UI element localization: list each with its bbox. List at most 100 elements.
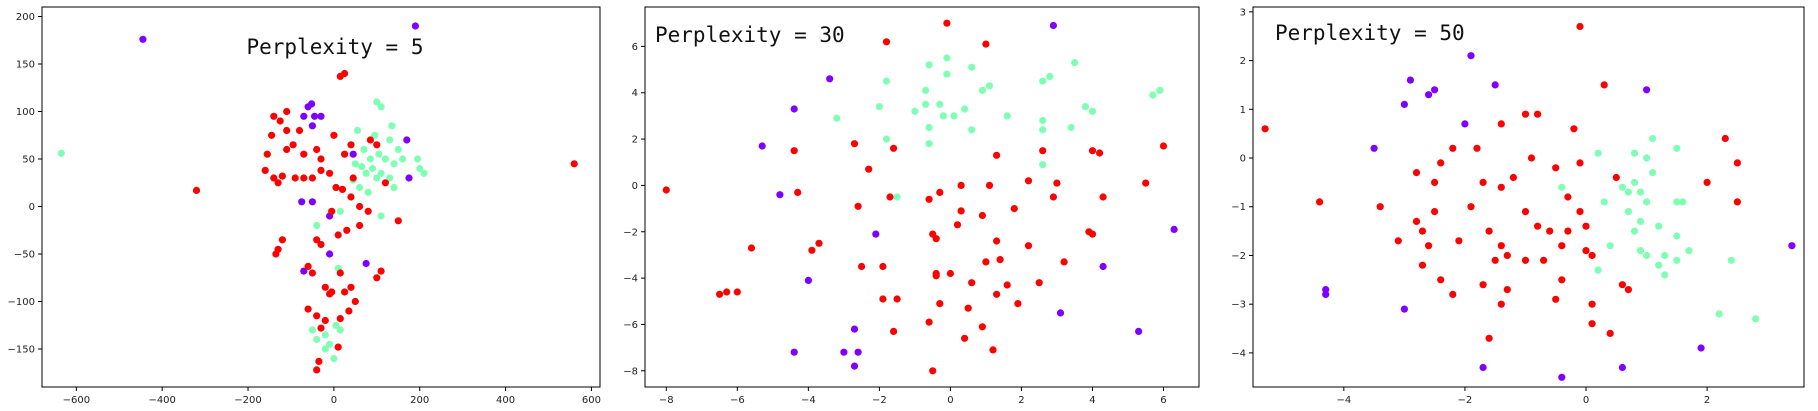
y-tick-label: −8 [623, 366, 638, 377]
scatter-point-green [1655, 261, 1663, 269]
scatter-point-red [733, 288, 741, 296]
scatter-point-red [270, 174, 278, 182]
scatter-point-red [1394, 237, 1402, 245]
scatter-point-red [263, 150, 271, 158]
scatter-point-purple [1643, 86, 1651, 94]
scatter-point-purple [1322, 290, 1330, 298]
scatter-point-green [968, 126, 976, 134]
scatter-point-green [353, 126, 362, 135]
scatter-point-red [1491, 256, 1499, 264]
scatter-point-purple [1467, 52, 1475, 60]
scatter-point-purple [1425, 91, 1433, 99]
scatter-point-red [1497, 242, 1505, 250]
scatter-point-red [882, 38, 891, 46]
scatter-point-red [1096, 149, 1104, 157]
scatter-point-red [1479, 281, 1487, 289]
scatter-point-red [989, 346, 997, 354]
x-tick-label: −2 [1458, 395, 1473, 406]
x-tick-label: 600 [582, 395, 601, 406]
scatter-point-red [1564, 227, 1572, 235]
scatter-point-green [1594, 149, 1602, 157]
scatter-point-red [993, 290, 1001, 298]
scatter-point-red [326, 169, 334, 177]
scatter-point-red [1316, 198, 1324, 206]
scatter-point-red [1497, 183, 1505, 191]
scatter-point-red [1485, 227, 1493, 235]
scatter-point-red [261, 166, 269, 174]
scatter-point-purple [1370, 144, 1378, 152]
scatter-point-green [1649, 134, 1657, 143]
scatter-point-green [978, 86, 987, 94]
y-tick-label: 200 [16, 12, 35, 23]
scatter-point-red [879, 262, 887, 271]
scatter-point-red [982, 258, 990, 266]
chart-title: Perplexity = 5 [246, 35, 423, 59]
scatter-point-red [1142, 179, 1150, 187]
scatter-point-red [893, 295, 901, 303]
scatter-point-red [858, 262, 866, 271]
scatter-point-red [304, 262, 312, 270]
scatter-point-red [328, 207, 336, 215]
scatter-point-purple [1056, 309, 1065, 317]
scatter-point-purple [1461, 120, 1469, 128]
scatter-point-green [332, 321, 340, 329]
scatter-point-purple [790, 348, 798, 356]
scatter-point-red [886, 193, 894, 201]
scatter-point-red [865, 165, 873, 173]
scatter-point-red [890, 144, 898, 152]
scatter-point-red [1437, 276, 1445, 284]
scatter-point-green [833, 114, 841, 122]
scatter-point-red [1582, 247, 1590, 255]
scatter-point-red [336, 269, 344, 277]
scatter-point-red [343, 226, 351, 234]
scatter-point-green [925, 123, 933, 132]
scatter-point-green [922, 86, 930, 94]
scatter-point-green [1673, 198, 1681, 206]
scatter-point-red [330, 131, 338, 139]
scatter-point-green [1039, 77, 1047, 85]
x-tick-label: 4 [1089, 395, 1095, 406]
x-tick-label: −6 [730, 395, 745, 406]
scatter-point-green [950, 112, 958, 120]
scatter-point-red [932, 235, 940, 243]
x-tick-label: −8 [659, 395, 674, 406]
scatter-point-purple [758, 142, 766, 150]
scatter-point-purple [308, 100, 316, 108]
scatter-point-red [879, 295, 887, 303]
scatter-point-green [1067, 123, 1075, 132]
scatter-point-red [1099, 193, 1107, 201]
scatter-point-red [1588, 320, 1596, 328]
scatter-point-red [1418, 261, 1427, 269]
scatter-point-green [1630, 149, 1639, 157]
scatter-point-red [338, 185, 347, 193]
chart-title: Perplexity = 30 [655, 23, 845, 47]
scatter-point-green [1039, 126, 1047, 134]
scatter-point-red [850, 140, 859, 148]
scatter-point-red [1014, 300, 1022, 308]
scatter-point-green [1636, 188, 1645, 196]
scatter-point-red [1412, 169, 1421, 177]
scatter-point-red [1412, 217, 1421, 225]
scatter-point-green [371, 131, 379, 139]
scatter-point-green [386, 136, 394, 144]
scatter-point-purple [308, 198, 316, 206]
scatter-point-red [854, 202, 862, 210]
scatter-point-red [356, 221, 364, 230]
scatter-point-green [875, 103, 884, 111]
scatter-point-red [936, 188, 944, 196]
scatter-point-purple [362, 259, 370, 268]
scatter-point-red [723, 288, 731, 296]
scatter-point-green [922, 100, 930, 108]
scatter-point-green [1003, 112, 1011, 120]
scatter-point-green [390, 160, 398, 168]
y-tick-label: −3 [1231, 300, 1246, 311]
scatter-point-red [313, 236, 321, 244]
scatter-point-green [390, 183, 398, 192]
scatter-point-red [276, 117, 284, 125]
scatter-point-red [1606, 329, 1614, 337]
scatter-point-green [1156, 86, 1164, 94]
scatter-point-purple [300, 112, 308, 120]
scatter-point-red [1003, 281, 1011, 289]
scatter-point-red [747, 244, 756, 252]
scatter-point-green [377, 212, 385, 220]
